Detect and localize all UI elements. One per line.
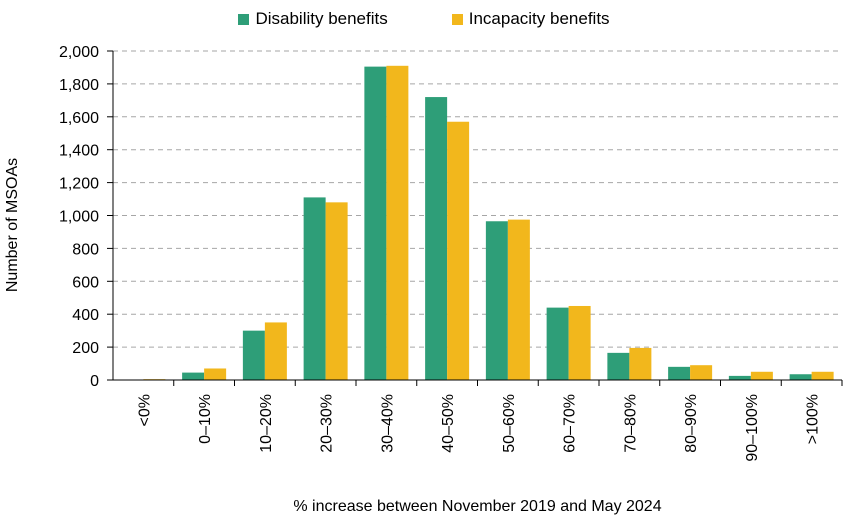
bar-disability xyxy=(242,330,265,380)
y-axis-title: Number of MSOAs xyxy=(2,158,24,292)
legend-item-disability: Disability benefits xyxy=(238,9,388,29)
x-tick-label: 20–30% xyxy=(319,394,336,453)
y-tick-label: 0 xyxy=(90,373,99,390)
legend-item-incapacity: Incapacity benefits xyxy=(451,9,610,29)
legend-label-disability: Disability benefits xyxy=(255,9,388,28)
y-tick-label: 200 xyxy=(72,340,99,357)
y-tick-label: 1,600 xyxy=(59,110,99,127)
x-tick-label: 40–50% xyxy=(440,394,457,453)
x-tick-label: 60–70% xyxy=(562,394,579,453)
x-tick-label: 70–80% xyxy=(622,394,639,453)
legend-label-incapacity: Incapacity benefits xyxy=(468,9,610,28)
x-tick-label: 10–20% xyxy=(258,394,275,453)
y-axis-ticks: 0 200 400 600 800 1,000 1,200 1,400 1,600 1,800 2,… xyxy=(59,44,113,390)
x-tick-label: 30–40% xyxy=(379,394,396,453)
x-tick-label: <0% xyxy=(136,394,153,426)
x-tick-label: 80–90% xyxy=(683,394,700,453)
bar-disability xyxy=(728,375,751,380)
bar-disability xyxy=(485,221,508,380)
bar-incapacity xyxy=(386,65,409,381)
bar-incapacity xyxy=(507,219,530,380)
bar-incapacity xyxy=(750,371,773,380)
x-tick-label: >100% xyxy=(805,394,822,444)
gridlines xyxy=(113,50,842,348)
bar-disability xyxy=(303,197,326,380)
y-tick-label: 2,000 xyxy=(59,44,99,61)
bar-disability xyxy=(668,366,691,380)
x-axis-ticks: <0% 0–10% 10–20% 20–30% 30–40% 40–50% 50–60% 60… xyxy=(136,380,843,462)
y-tick-label: 800 xyxy=(72,241,99,258)
bar-disability xyxy=(789,374,812,380)
y-tick-label: 1,800 xyxy=(59,77,99,94)
bar-incapacity xyxy=(629,347,652,380)
bar-disability xyxy=(182,372,205,380)
bar-disability xyxy=(546,307,569,380)
bar-disability xyxy=(364,66,387,380)
y-tick-label: 400 xyxy=(72,307,99,324)
x-tick-label: 90–100% xyxy=(744,394,761,462)
bar-incapacity xyxy=(204,368,227,380)
bar-incapacity xyxy=(811,371,834,380)
x-axis-title: % increase between November 2019 and May… xyxy=(293,498,662,515)
bar-incapacity xyxy=(264,322,287,380)
bar-disability xyxy=(425,97,448,380)
y-tick-label: 600 xyxy=(72,274,99,291)
bar-incapacity xyxy=(325,202,348,380)
y-tick-label: 1,000 xyxy=(59,209,99,226)
bar-incapacity xyxy=(447,121,470,381)
legend-swatch-disability xyxy=(238,13,250,25)
legend-swatch-incapacity xyxy=(451,13,463,25)
y-axis-title-text: Number of MSOAs xyxy=(4,157,21,293)
bar-incapacity xyxy=(690,365,713,380)
y-tick-label: 1,200 xyxy=(59,176,99,193)
x-tick-label: 0–10% xyxy=(197,394,214,444)
legend: Disability benefits Incapacity benefits xyxy=(0,9,848,29)
bar-incapacity xyxy=(568,305,591,380)
bars xyxy=(143,65,834,381)
bar-disability xyxy=(607,352,630,380)
x-tick-label: 50–60% xyxy=(501,394,518,453)
y-tick-label: 1,400 xyxy=(59,143,99,160)
